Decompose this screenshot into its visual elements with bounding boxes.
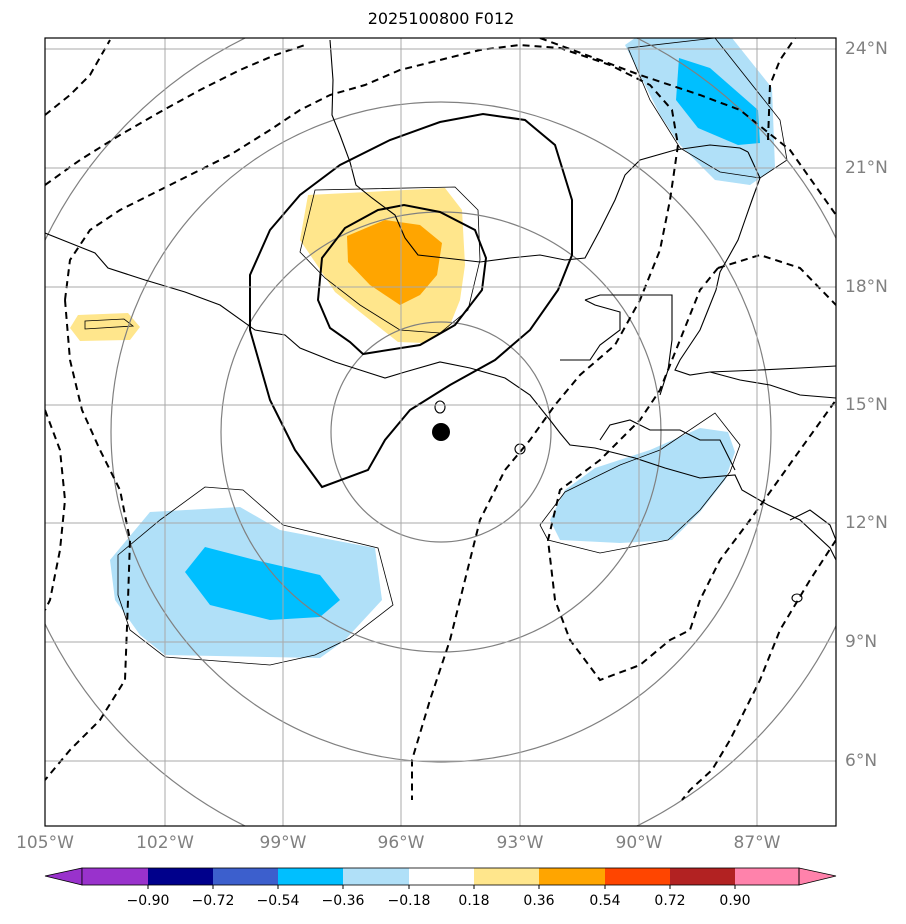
colorbar-tick-label: −0.90 — [126, 893, 170, 909]
negative-anomaly-ne-strong — [676, 58, 760, 145]
lat-label: 9°N — [845, 632, 878, 652]
colorbar-bin — [539, 868, 605, 885]
colorbar-tick-label: 0.72 — [654, 893, 686, 909]
lat-label: 18°N — [845, 277, 888, 297]
gridlines — [45, 38, 836, 826]
lon-label: 87°W — [733, 833, 781, 853]
colorbar-bin — [82, 868, 148, 885]
lon-label: 99°W — [259, 833, 307, 853]
solid-contour-outer — [249, 112, 573, 489]
lon-label: 105°W — [16, 833, 74, 853]
colorbar-bin — [213, 868, 278, 885]
lat-label: 21°N — [845, 158, 888, 178]
yucatan-east-coast — [674, 151, 836, 376]
colorbar-tick-label: 0.90 — [719, 893, 751, 909]
positive-anomaly-west — [70, 313, 140, 341]
colorbar-bin — [474, 868, 539, 885]
map-frame — [44, 37, 837, 827]
lon-label: 96°W — [377, 833, 425, 853]
colorbar-tick-label: −0.36 — [321, 893, 365, 909]
colorbar-tick-label: 0.54 — [589, 893, 621, 909]
lat-label: 6°N — [845, 751, 878, 771]
lon-label: 90°W — [615, 833, 663, 853]
dashed-contour-layer — [45, 38, 836, 801]
solid-contour-inner — [316, 203, 488, 356]
colorbar-extend-low — [44, 867, 83, 886]
gulf-coast — [329, 39, 749, 263]
colorbar-bin — [670, 868, 735, 885]
lat-label: 24°N — [845, 39, 888, 59]
coastline-layer — [45, 39, 836, 603]
solid-contour-layer — [249, 112, 573, 489]
colorbar-tick-label: 0.36 — [523, 893, 555, 909]
belize-guatemala-border — [584, 294, 673, 396]
colorbar-tick-label: 0.18 — [458, 893, 490, 909]
honduras-coast — [709, 371, 836, 399]
pacific-coast — [45, 232, 836, 561]
lon-label: 93°W — [496, 833, 544, 853]
colorbar-bin — [343, 868, 409, 885]
lat-label: 12°N — [845, 513, 888, 533]
map-title: 2025100800 F012 — [367, 9, 515, 28]
negative-anomaly-se — [550, 428, 735, 543]
colorbar — [44, 867, 837, 889]
anomaly-fill-layer — [70, 38, 775, 658]
colorbar-bin — [148, 868, 213, 885]
colorbar-bin — [735, 868, 799, 885]
colorbar-bin — [409, 868, 474, 885]
colorbar-tick-label: −0.18 — [387, 893, 431, 909]
positive-anomaly-strong — [347, 220, 442, 305]
colorbar-tick-label: −0.72 — [191, 893, 235, 909]
colorbar-bin — [605, 868, 670, 885]
lat-label: 15°N — [845, 395, 888, 415]
colorbar-bin — [278, 868, 343, 885]
lon-label: 102°W — [136, 833, 194, 853]
colorbar-tick-label: −0.54 — [256, 893, 300, 909]
center-marker — [432, 423, 450, 441]
colorbar-extend-high — [798, 867, 837, 886]
